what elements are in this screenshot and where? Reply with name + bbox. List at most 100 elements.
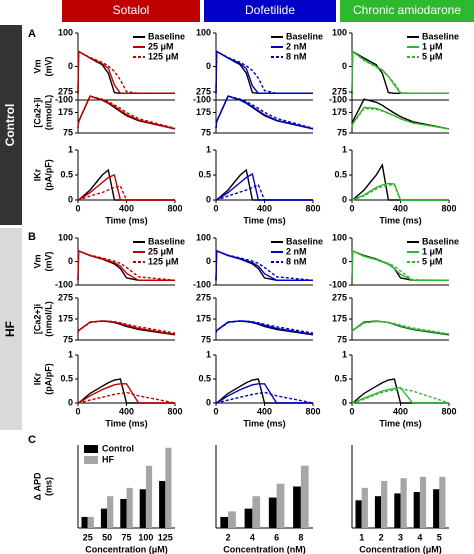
y-tick-label: 0	[68, 194, 73, 204]
x-tick-label: 0	[213, 203, 218, 213]
trace	[216, 391, 314, 404]
bar	[355, 500, 362, 528]
x-axis-label: Time (ms)	[105, 215, 147, 225]
legend-label: 25 μM	[148, 246, 174, 256]
legend-label: Baseline	[148, 31, 185, 41]
x-tick-label: 400	[393, 203, 408, 213]
x-tick-label: 800	[167, 406, 182, 416]
panel-letter: A	[28, 28, 36, 40]
legend-label: Control	[102, 443, 134, 453]
x-tick-label: 2	[379, 532, 384, 542]
x-tick-label: 800	[441, 406, 456, 416]
x-tick-label: 0	[349, 203, 354, 213]
x-tick-label: 1	[359, 532, 364, 542]
x-tick-label: 0	[349, 406, 354, 416]
x-tick-label: 125	[158, 532, 173, 542]
y-tick-label: 0	[342, 397, 347, 407]
trace	[216, 383, 313, 404]
header-label: Chronic amiodarone	[353, 3, 461, 17]
x-tick-label: 400	[119, 203, 134, 213]
y-tick-label: -100	[193, 279, 211, 289]
legend-label: 5 μM	[422, 51, 443, 61]
x-tick-label: 800	[305, 203, 320, 213]
y-tick-label: 275	[196, 292, 211, 302]
y-axis-unit: (nmol/L)	[43, 95, 53, 131]
x-tick-label: 0	[75, 203, 80, 213]
bar	[394, 493, 401, 528]
x-tick-label: 5	[437, 532, 442, 542]
bar	[220, 516, 229, 528]
legend-label: 8 nM	[286, 51, 307, 61]
y-tick-label: -100	[329, 279, 347, 289]
bar	[252, 496, 261, 528]
legend-label: Baseline	[422, 236, 459, 246]
x-tick-label: 400	[257, 406, 272, 416]
x-tick-label: 0	[213, 406, 218, 416]
bar	[228, 511, 236, 528]
trace	[215, 320, 314, 336]
x-tick-label: 8	[298, 532, 303, 542]
y-axis-label: Δ APD	[32, 472, 42, 500]
y-tick-label: 75	[201, 334, 211, 344]
trace	[78, 185, 175, 201]
x-tick-label: 3	[398, 532, 403, 542]
y-axis-unit: (mV)	[43, 56, 53, 76]
y-axis-unit: (pA/pF)	[43, 159, 53, 191]
panel-letter: B	[28, 231, 36, 243]
y-axis-label: Vm	[32, 59, 42, 73]
y-axis-label: [Ca2+]i	[32, 97, 42, 127]
bar	[413, 492, 420, 528]
y-axis-unit: (pA/pF)	[43, 363, 53, 395]
trace	[77, 50, 175, 94]
trace	[352, 378, 449, 404]
header-box	[340, 0, 474, 22]
bar	[293, 486, 301, 528]
y-tick-label: 175	[332, 107, 347, 117]
trace	[216, 184, 313, 201]
y-tick-label: 0	[68, 397, 73, 407]
x-axis-label: Time (ms)	[105, 418, 147, 428]
legend-label: 125 μM	[148, 51, 179, 61]
x-axis-label: Concentration (nM)	[223, 544, 306, 554]
trace	[77, 95, 176, 129]
x-axis-label: Time (ms)	[379, 215, 421, 225]
trace	[351, 49, 449, 94]
y-tick-label: 1	[342, 349, 347, 359]
y-tick-label: 175	[332, 313, 347, 323]
trace	[351, 98, 450, 130]
y-tick-label: 275	[58, 292, 73, 302]
y-tick-label: 175	[58, 313, 73, 323]
trace	[351, 320, 450, 335]
y-axis-unit: (ms)	[43, 477, 53, 496]
y-tick-label: 0.5	[60, 373, 73, 383]
trace	[215, 320, 314, 334]
trace	[215, 249, 314, 281]
y-tick-label: 0	[68, 256, 73, 266]
bar	[268, 497, 277, 528]
y-tick-label: 175	[196, 313, 211, 323]
bar	[126, 487, 133, 528]
x-tick-label: 25	[83, 532, 93, 542]
y-tick-label: 75	[63, 334, 73, 344]
trace	[77, 320, 176, 336]
y-tick-label: -100	[55, 279, 73, 289]
y-tick-label: 75	[201, 127, 211, 137]
bar	[361, 487, 368, 528]
trace	[215, 50, 313, 94]
header-box	[204, 0, 336, 22]
legend-label: 8 nM	[286, 256, 307, 266]
x-tick-label: 4	[250, 532, 255, 542]
y-axis-label: Vm	[32, 254, 42, 268]
header-label: Dofetilide	[245, 3, 295, 17]
y-axis-label: IKr	[32, 168, 42, 181]
legend-label: Baseline	[286, 31, 323, 41]
legend-label: 125 μM	[148, 256, 179, 266]
y-tick-label: 0	[342, 61, 347, 71]
x-tick-label: 4	[417, 532, 422, 542]
y-tick-label: 0	[68, 61, 73, 71]
y-tick-label: 0.5	[334, 373, 347, 383]
y-tick-label: 100	[58, 27, 73, 37]
bar	[87, 516, 94, 528]
